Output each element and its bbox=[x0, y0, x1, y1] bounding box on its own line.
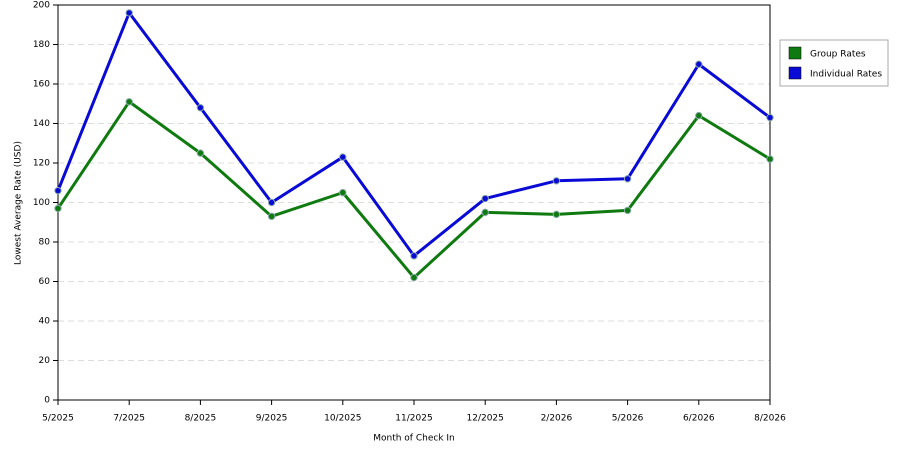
point bbox=[410, 252, 418, 260]
y-tick-label: 100 bbox=[33, 198, 50, 208]
point bbox=[339, 188, 347, 197]
x-tick-label: 9/2025 bbox=[256, 414, 288, 424]
y-tick-label: 160 bbox=[33, 80, 50, 90]
x-tick-label: 5/2026 bbox=[612, 414, 644, 424]
point bbox=[339, 153, 347, 161]
point bbox=[410, 273, 418, 282]
point bbox=[623, 175, 632, 183]
point bbox=[481, 208, 489, 217]
y-tick-label: 40 bbox=[39, 317, 51, 327]
point bbox=[695, 60, 703, 68]
legend-swatch bbox=[788, 46, 802, 60]
point bbox=[54, 186, 62, 195]
y-axis-label: Lowest Average Rate (USD) bbox=[14, 141, 24, 265]
x-tick-label: 2/2026 bbox=[541, 414, 573, 424]
point bbox=[552, 210, 561, 219]
x-axis-label: Month of Check In bbox=[373, 434, 455, 444]
x-tick-label: 12/2025 bbox=[467, 414, 504, 424]
legend-swatch bbox=[788, 66, 802, 80]
point bbox=[196, 149, 205, 157]
point bbox=[766, 155, 774, 163]
point bbox=[125, 98, 133, 106]
y-tick-label: 200 bbox=[33, 1, 50, 11]
y-tick-label: 180 bbox=[33, 40, 50, 50]
point bbox=[481, 194, 489, 203]
point bbox=[196, 104, 205, 112]
y-tick-label: 60 bbox=[39, 277, 51, 287]
y-tick-label: 140 bbox=[33, 119, 50, 129]
y-tick-label: 20 bbox=[39, 356, 51, 366]
point bbox=[54, 204, 62, 213]
legend-label: Group Rates bbox=[810, 50, 866, 60]
x-tick-label: 6/2026 bbox=[683, 414, 715, 424]
series-line bbox=[56, 100, 771, 280]
y-tick-label: 0 bbox=[44, 396, 50, 406]
y-tick-label: 80 bbox=[39, 238, 51, 248]
series-line bbox=[56, 11, 771, 258]
x-tick-label: 5/2025 bbox=[42, 414, 74, 424]
point bbox=[623, 206, 632, 215]
point bbox=[766, 113, 774, 122]
legend-label: Individual Rates bbox=[810, 70, 882, 80]
x-tick-label: 8/2026 bbox=[754, 414, 786, 424]
point bbox=[695, 111, 703, 120]
x-tick-label: 10/2025 bbox=[324, 414, 361, 424]
x-tick-label: 11/2025 bbox=[395, 414, 432, 424]
y-tick-label: 120 bbox=[33, 159, 50, 169]
point bbox=[267, 212, 276, 221]
x-tick-label: 7/2025 bbox=[113, 414, 145, 424]
point bbox=[552, 177, 561, 185]
point bbox=[267, 198, 276, 207]
point bbox=[125, 9, 133, 17]
x-tick-label: 8/2025 bbox=[185, 414, 217, 424]
